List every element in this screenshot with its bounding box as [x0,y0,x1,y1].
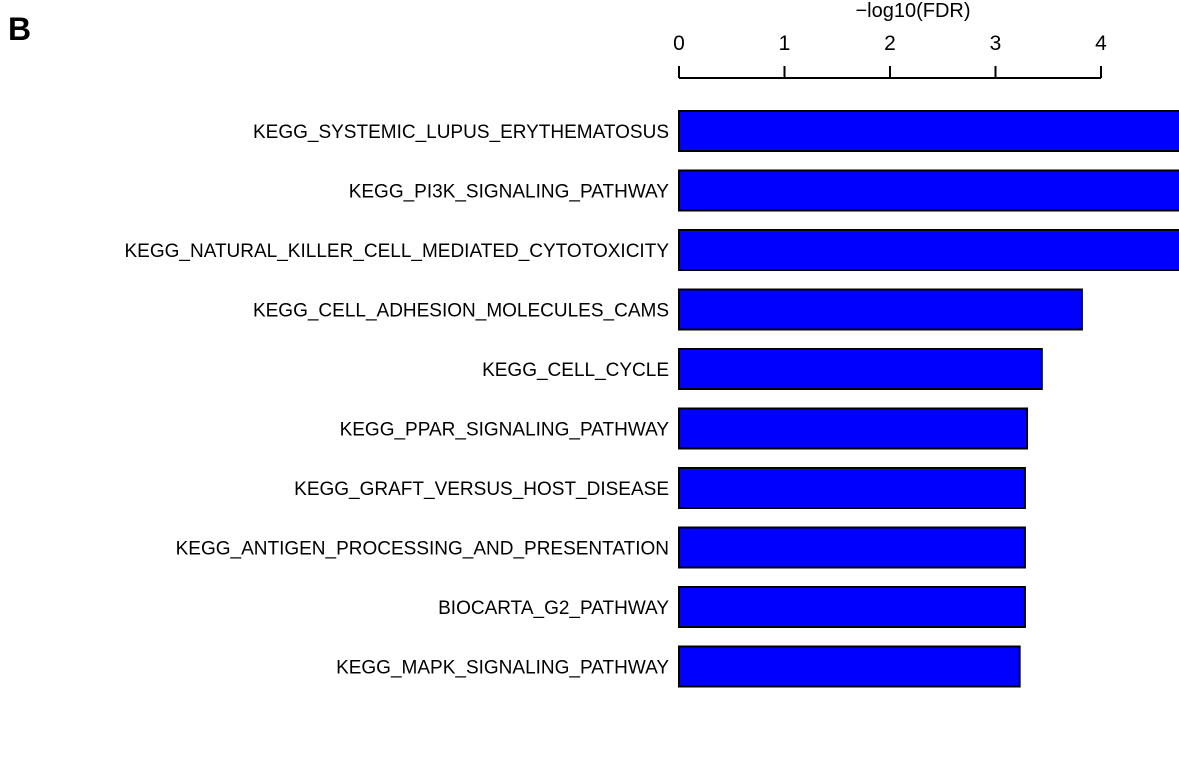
bar [678,645,1021,688]
x-tick-label: 2 [884,32,896,55]
category-label: KEGG_PI3K_SIGNALING_PATHWAY [349,182,670,203]
x-axis-title: −log10(FDR) [855,0,970,22]
category-label: BIOCARTA_G2_PATHWAY [438,598,669,619]
category-label: KEGG_ANTIGEN_PROCESSING_AND_PRESENTATION [176,539,669,560]
category-labels: KEGG_SYSTEMIC_LUPUS_ERYTHEMATOSUS KEGG_PI… [125,122,670,679]
bar [678,526,1026,569]
category-label: KEGG_GRAFT_VERSUS_HOST_DISEASE [294,479,669,500]
x-tick-label: 3 [990,32,1002,55]
bars [678,110,1179,688]
x-tick-label: 4 [1095,32,1107,55]
x-tick-label: 0 [673,32,685,55]
bar [678,586,1026,628]
category-label: KEGG_CELL_CYCLE [482,360,669,381]
bar [678,467,1026,509]
category-label: KEGG_PPAR_SIGNALING_PATHWAY [340,420,670,441]
x-axis-ticks: 0 1 2 3 4 [673,32,1107,78]
bar [678,288,1083,331]
panel-label: B [8,11,31,47]
x-tick-label: 1 [779,32,791,55]
category-label: KEGG_MAPK_SIGNALING_PATHWAY [336,658,669,679]
category-label: KEGG_NATURAL_KILLER_CELL_MEDIATED_CYTOTO… [125,241,670,262]
bar [678,229,1179,271]
bar [678,407,1029,450]
category-label: KEGG_CELL_ADHESION_MOLECULES_CAMS [253,301,669,322]
bar [678,110,1179,152]
category-label: KEGG_SYSTEMIC_LUPUS_ERYTHEMATOSUS [253,122,669,143]
bar [678,169,1179,212]
bar [678,348,1043,390]
